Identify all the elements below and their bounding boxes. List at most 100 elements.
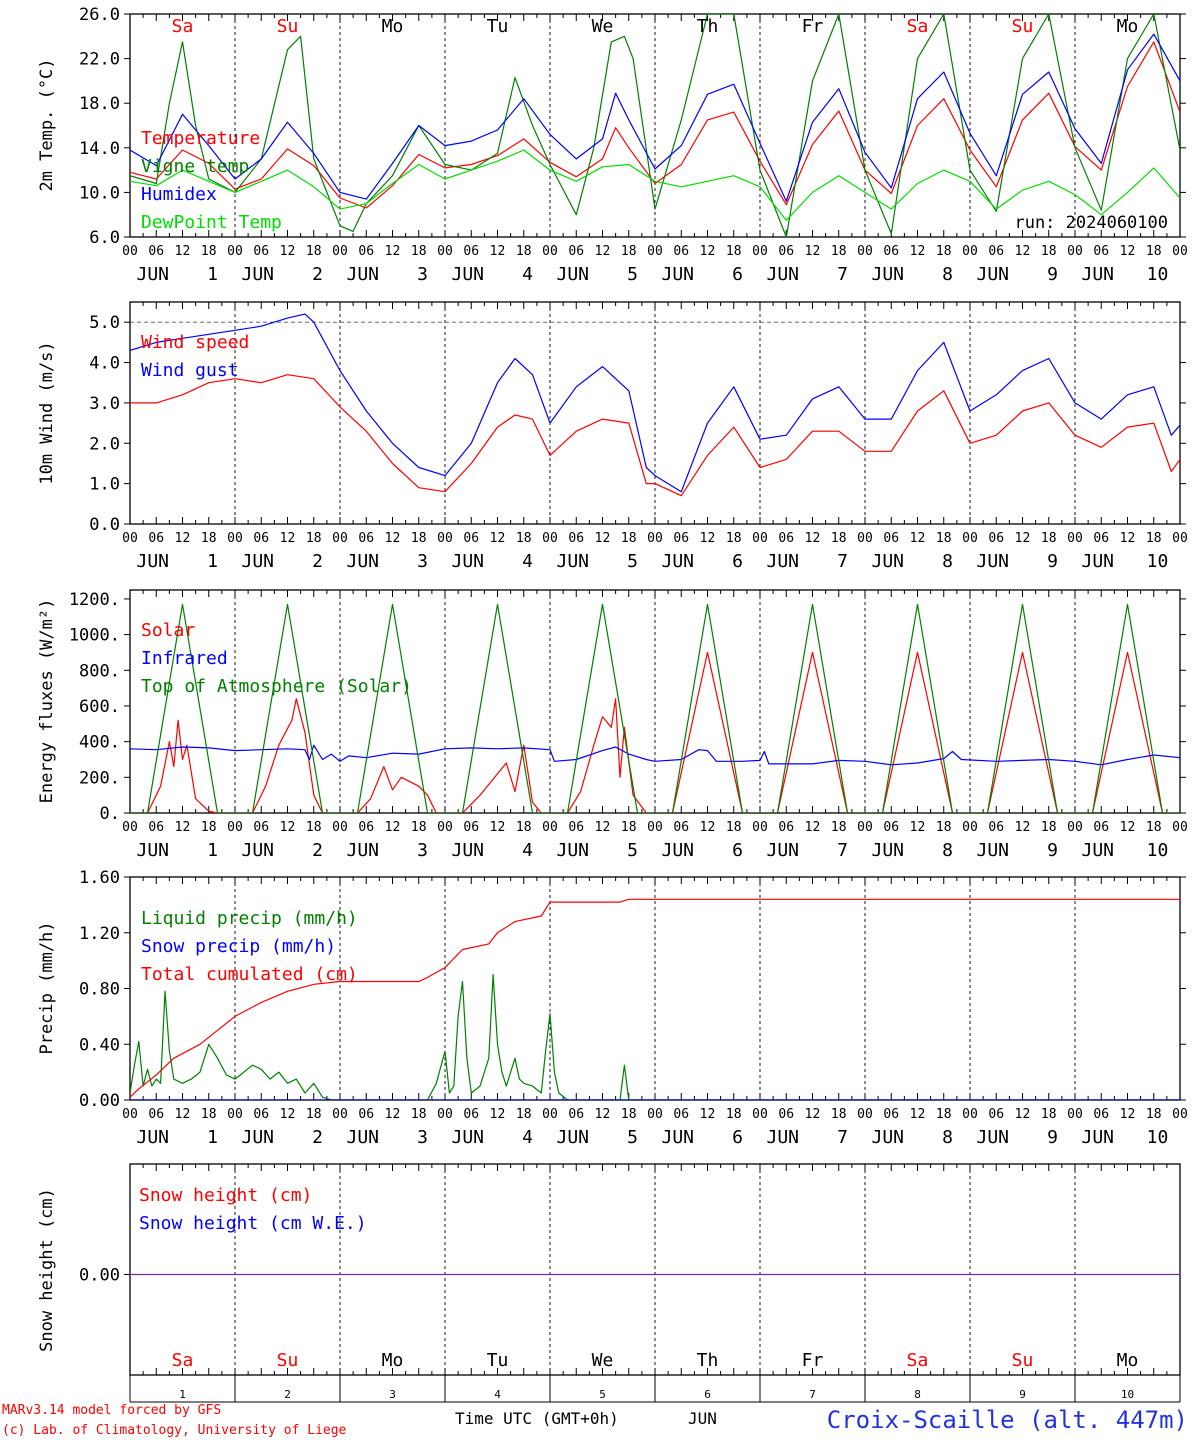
hour-label: 00 bbox=[542, 1107, 558, 1122]
date-month: JUN bbox=[662, 840, 695, 861]
hour-label: 00 bbox=[1067, 531, 1083, 546]
date-day: 5 bbox=[627, 264, 638, 285]
y-tick-label: 10.0 bbox=[79, 183, 120, 203]
date-day: 4 bbox=[522, 551, 533, 572]
day-number: 2 bbox=[284, 1388, 291, 1401]
hour-label: 06 bbox=[673, 820, 689, 835]
date-day: 10 bbox=[1147, 840, 1169, 861]
date-day: 6 bbox=[732, 264, 743, 285]
hour-label: 06 bbox=[673, 531, 689, 546]
hour-label: 18 bbox=[831, 820, 847, 835]
hour-label: 18 bbox=[1146, 1107, 1162, 1122]
date-month: JUN bbox=[452, 840, 485, 861]
hour-label: 18 bbox=[1146, 531, 1162, 546]
date-day: 2 bbox=[312, 264, 323, 285]
hour-label: 12 bbox=[700, 1107, 716, 1122]
y-axis-title: Precip (mm/h) bbox=[37, 921, 57, 1054]
date-month: JUN bbox=[137, 551, 170, 572]
date-month: JUN bbox=[767, 1127, 800, 1148]
hour-label: 00 bbox=[332, 820, 348, 835]
hour-label: 06 bbox=[253, 820, 269, 835]
hour-label: 12 bbox=[805, 1107, 821, 1122]
hour-label: 18 bbox=[831, 244, 847, 259]
weekday-label: Mo bbox=[1117, 1350, 1139, 1371]
hour-label: 18 bbox=[516, 820, 532, 835]
hour-label: 18 bbox=[201, 531, 217, 546]
x-axis-label: Time UTC (GMT+0h) bbox=[455, 1409, 619, 1428]
hour-label: 00 bbox=[857, 820, 873, 835]
legend-entry: Snow precip (mm/h) bbox=[141, 936, 336, 957]
hour-label: 18 bbox=[306, 244, 322, 259]
legend-entry: Wind speed bbox=[141, 332, 249, 353]
hour-label: 12 bbox=[385, 244, 401, 259]
hour-label: 06 bbox=[988, 244, 1004, 259]
y-axis-title: Snow height (cm) bbox=[37, 1188, 57, 1352]
day-number: 5 bbox=[599, 1388, 606, 1401]
hour-label: 00 bbox=[542, 244, 558, 259]
hour-label: 12 bbox=[1015, 1107, 1031, 1122]
y-tick-label: 22.0 bbox=[79, 50, 120, 70]
weekday-label: Sa bbox=[907, 16, 929, 37]
y-tick-label: 0.0 bbox=[89, 515, 120, 535]
series-dewpoint-temp bbox=[130, 149, 1180, 221]
day-number: 9 bbox=[1019, 1388, 1026, 1401]
hour-label: 06 bbox=[988, 1107, 1004, 1122]
hour-label: 06 bbox=[988, 820, 1004, 835]
hour-label: 06 bbox=[568, 1107, 584, 1122]
date-day: 4 bbox=[522, 840, 533, 861]
hour-label: 06 bbox=[358, 244, 374, 259]
panel-frame bbox=[129, 589, 1181, 814]
series-group bbox=[130, 14, 1180, 237]
date-day: 5 bbox=[627, 840, 638, 861]
series-total-cumulated-cm- bbox=[130, 898, 1180, 1098]
hour-label: 00 bbox=[122, 244, 138, 259]
date-day: 8 bbox=[942, 264, 953, 285]
hour-label: 06 bbox=[1093, 820, 1109, 835]
hour-label: 06 bbox=[1093, 1107, 1109, 1122]
hour-label: 06 bbox=[778, 531, 794, 546]
date-month: JUN bbox=[767, 840, 800, 861]
hour-label: 18 bbox=[726, 244, 742, 259]
hour-label: 12 bbox=[910, 1107, 926, 1122]
weekday-label: Su bbox=[277, 16, 299, 37]
date-month: JUN bbox=[137, 264, 170, 285]
hour-label: 18 bbox=[306, 531, 322, 546]
weekday-label: Su bbox=[277, 1350, 299, 1371]
date-day: 1 bbox=[207, 551, 218, 572]
y-tick-label: 600. bbox=[79, 697, 120, 717]
date-month: JUN bbox=[1082, 1127, 1115, 1148]
date-month: JUN bbox=[872, 264, 905, 285]
date-day: 10 bbox=[1147, 551, 1169, 572]
date-day: 6 bbox=[732, 840, 743, 861]
date-month: JUN bbox=[452, 551, 485, 572]
date-month: JUN bbox=[1082, 264, 1115, 285]
hour-label: 18 bbox=[936, 244, 952, 259]
date-month: JUN bbox=[557, 1127, 590, 1148]
hour-label: 00 bbox=[227, 1107, 243, 1122]
series-solar bbox=[130, 651, 1180, 813]
y-tick-label: 0. bbox=[100, 804, 120, 824]
date-day: 4 bbox=[522, 1127, 533, 1148]
hour-label: 18 bbox=[201, 244, 217, 259]
legend-entry: DewPoint Temp bbox=[141, 212, 282, 233]
hour-label: 12 bbox=[490, 244, 506, 259]
hour-label: 06 bbox=[568, 244, 584, 259]
model-credit: MARv3.14 model forced by GFS bbox=[2, 1403, 221, 1418]
hour-label: 12 bbox=[595, 820, 611, 835]
hour-label: 00 bbox=[332, 1107, 348, 1122]
hour-label: 00 bbox=[437, 820, 453, 835]
series-group bbox=[130, 313, 1180, 497]
hour-label: 06 bbox=[253, 1107, 269, 1122]
hour-label: 12 bbox=[910, 820, 926, 835]
legend-entry: Vigne temp bbox=[141, 156, 249, 177]
hour-label: 12 bbox=[385, 820, 401, 835]
hour-label: 00 bbox=[1067, 1107, 1083, 1122]
hour-label: 06 bbox=[883, 244, 899, 259]
date-day: 3 bbox=[417, 264, 428, 285]
weekday-label: Mo bbox=[1117, 16, 1139, 37]
legend-entry: Wind gust bbox=[141, 360, 239, 381]
day-number: 1 bbox=[179, 1388, 186, 1401]
hour-label: 06 bbox=[463, 244, 479, 259]
weekday-label: Sa bbox=[172, 16, 194, 37]
hour-label: 00 bbox=[752, 820, 768, 835]
